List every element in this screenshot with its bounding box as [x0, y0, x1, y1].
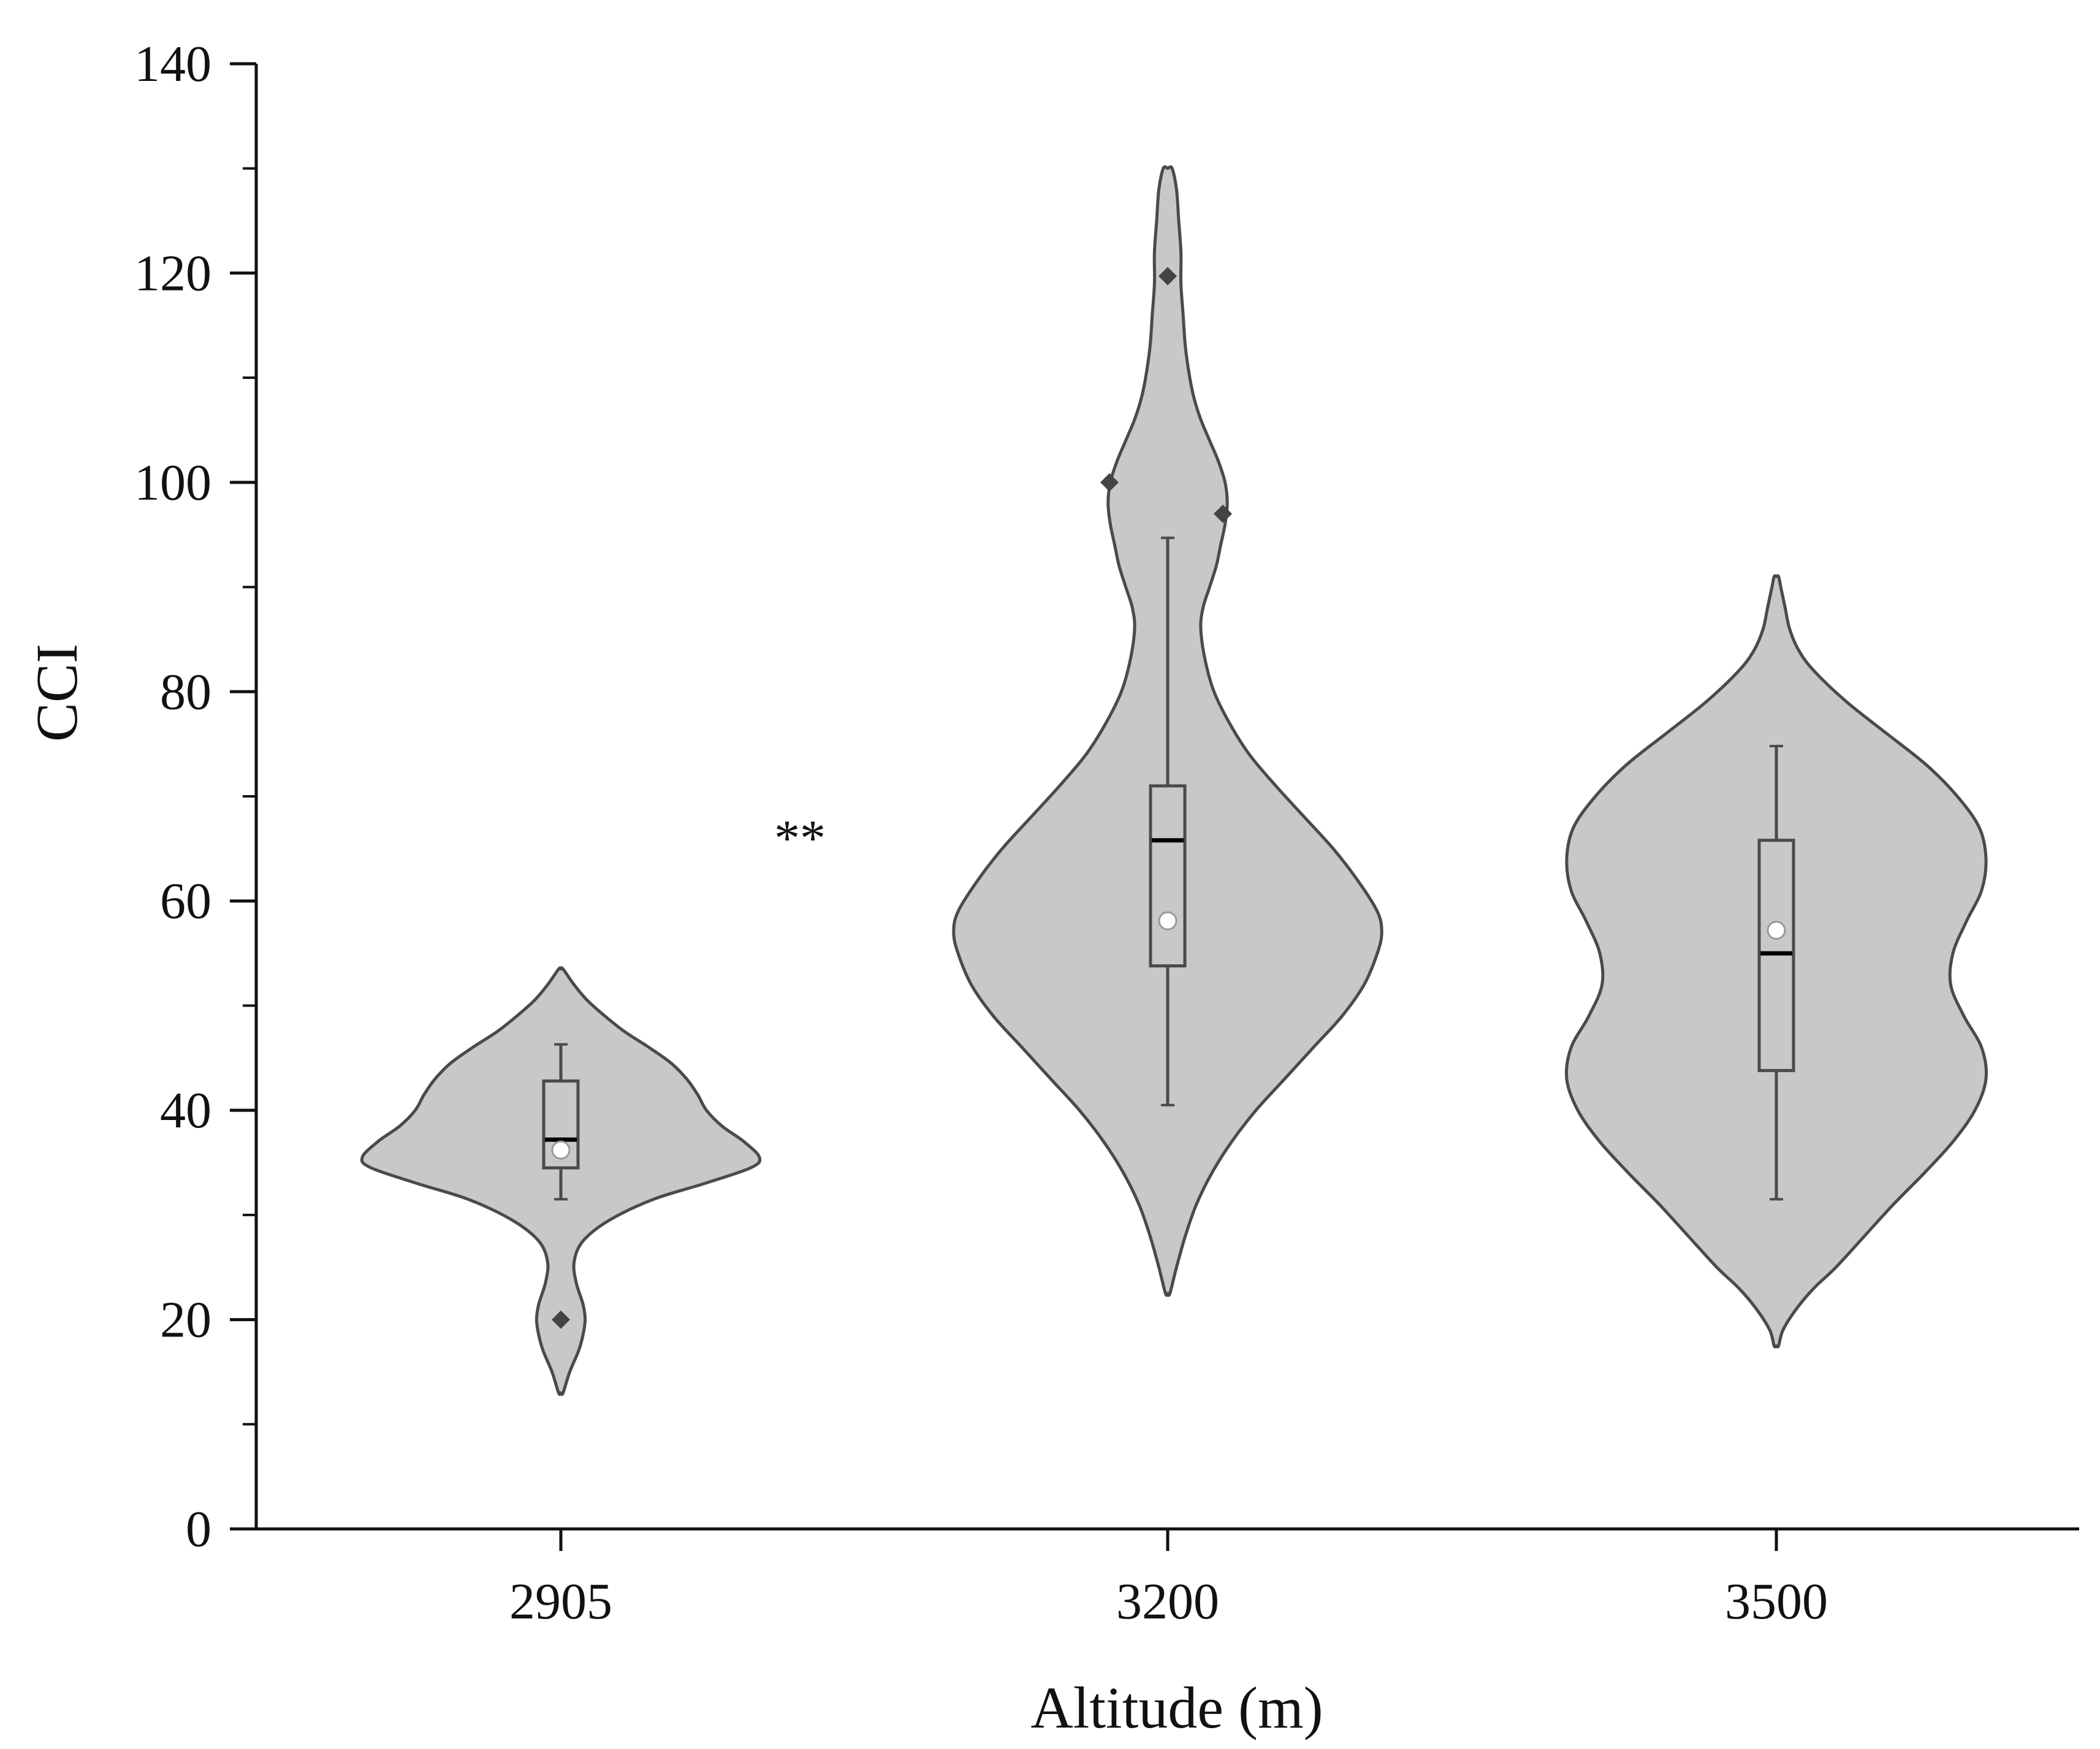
outlier-point — [552, 1310, 570, 1329]
x-tick-label: 3200 — [1116, 1573, 1219, 1630]
x-axis-title: Altitude (m) — [1030, 1675, 1323, 1740]
outlier-point — [1158, 267, 1177, 286]
y-tick-label: 20 — [160, 1292, 211, 1349]
y-tick-label: 140 — [134, 36, 211, 93]
box-iqr — [1149, 784, 1187, 968]
x-ticks-layer: 2905 3200 3500 — [509, 1529, 1828, 1630]
boxplots-layer — [542, 267, 1795, 1329]
y-tick-label: 40 — [160, 1082, 211, 1139]
violins-layer — [360, 165, 1988, 1397]
mean-marker — [1158, 911, 1177, 931]
y-axis-title: CCI — [24, 644, 89, 742]
outlier-point — [1100, 473, 1119, 492]
y-tick-label: 120 — [134, 245, 211, 302]
box-iqr — [542, 1079, 580, 1170]
significance-annotation: ** — [774, 810, 826, 867]
mean-marker — [1767, 921, 1786, 940]
y-tick-label: 100 — [134, 454, 211, 511]
outlier-point — [1214, 505, 1232, 524]
x-tick-label: 3500 — [1725, 1573, 1828, 1630]
y-tick-label: 80 — [160, 663, 211, 720]
mean-marker — [551, 1140, 571, 1160]
y-tick-label: 0 — [186, 1501, 211, 1558]
y-tick-label: 60 — [160, 873, 211, 930]
x-tick-label: 2905 — [509, 1573, 612, 1630]
y-ticks-layer: 0 20 40 60 80 100 120 140 — [134, 36, 256, 1558]
